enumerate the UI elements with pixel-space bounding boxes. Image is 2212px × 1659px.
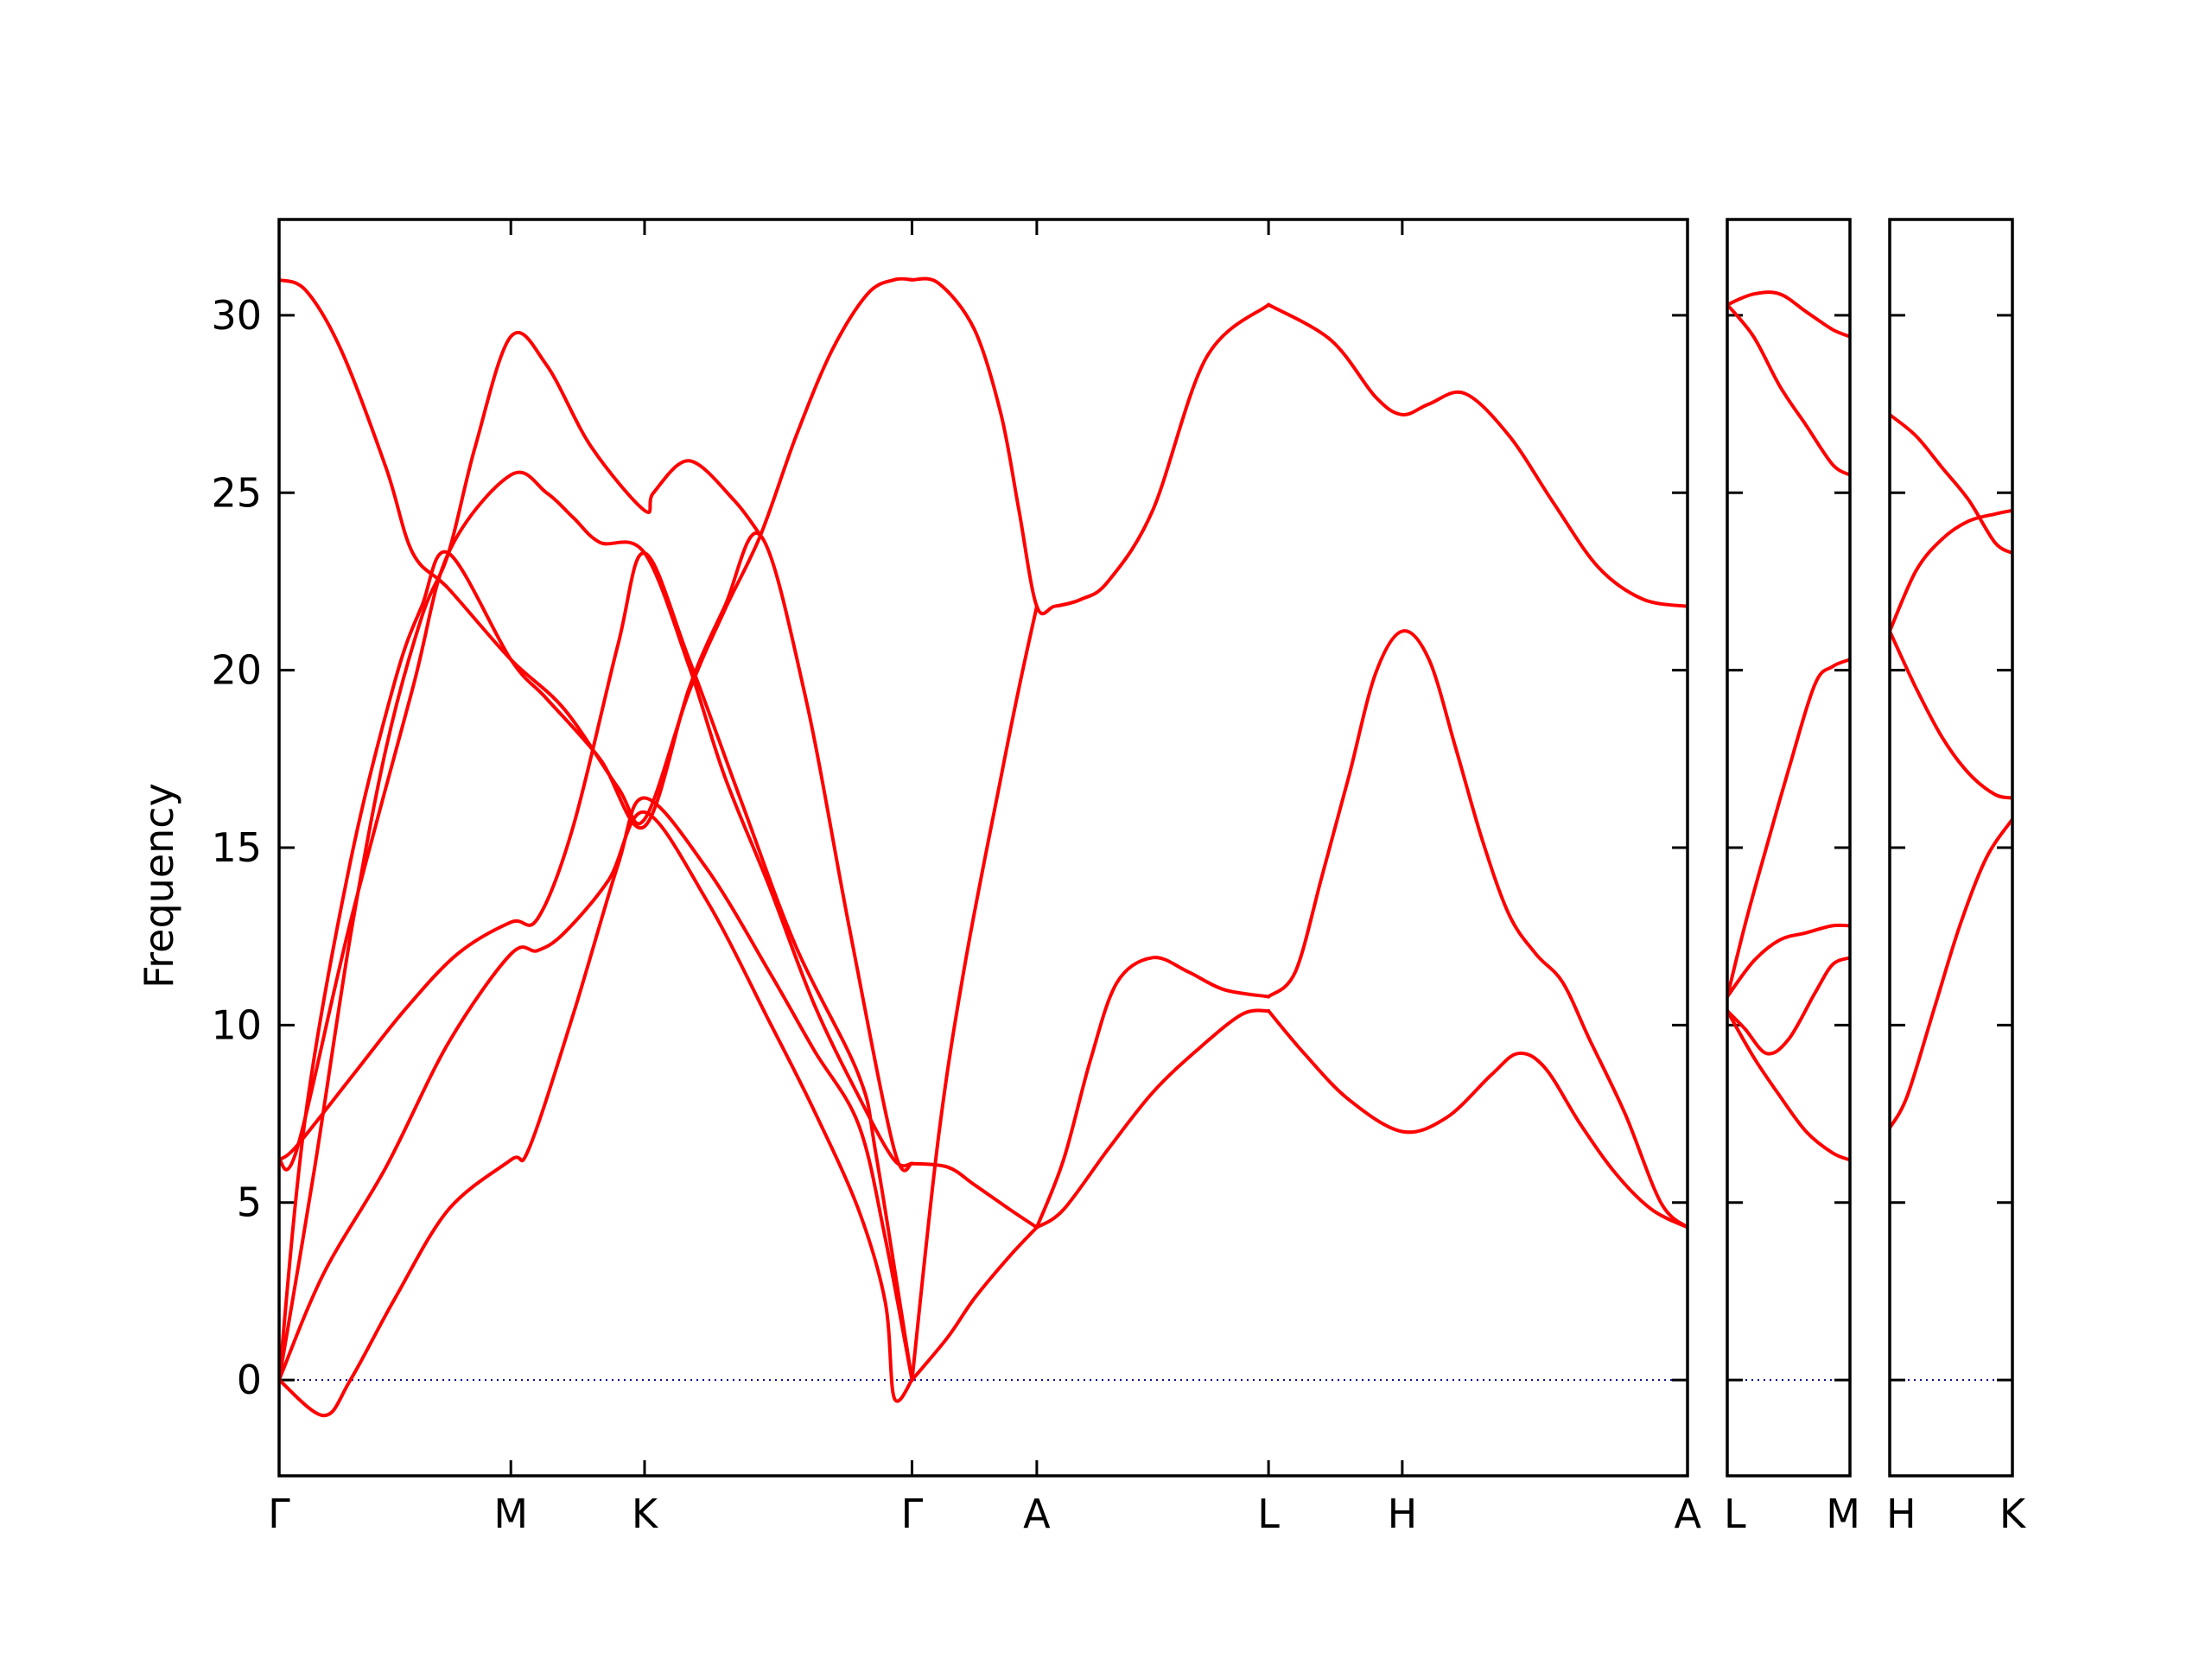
x-tick-label: M: [1826, 1491, 1860, 1537]
x-tick-label: K: [1999, 1491, 2027, 1537]
band-line: [1727, 302, 1850, 477]
band-line: [1727, 290, 1850, 339]
y-tick-label: 30: [211, 292, 262, 339]
band-line: [279, 551, 914, 1382]
x-tick-label: L: [1257, 1491, 1280, 1537]
band-line: [910, 276, 1271, 616]
y-tick-label: 0: [237, 1357, 262, 1403]
band-line: [1267, 1008, 1688, 1230]
x-tick-label: K: [632, 1491, 659, 1537]
band-line: [1727, 956, 1850, 1056]
band-line: [1267, 629, 1688, 1230]
x-tick-label: Γ: [268, 1491, 290, 1537]
x-tick-label: A: [1023, 1491, 1051, 1537]
y-axis-label: Frequency: [136, 783, 182, 988]
x-tick-label: A: [1675, 1491, 1702, 1537]
band-line: [279, 330, 763, 1382]
band-line: [910, 604, 1039, 1382]
y-tick-label: 5: [237, 1179, 262, 1226]
x-tick-label: Γ: [901, 1491, 924, 1537]
band-line: [1890, 508, 2012, 633]
x-tick-label: H: [1886, 1491, 1916, 1537]
band-line: [910, 1225, 1039, 1382]
x-tick-label: M: [493, 1491, 528, 1537]
band-line: [279, 531, 914, 1382]
band-line: [1890, 412, 2012, 556]
y-tick-label: 10: [211, 1001, 262, 1048]
band-group: [279, 276, 1688, 1418]
band-line: [1034, 1008, 1271, 1230]
band-line: [1727, 658, 1850, 999]
plot-frame: [1888, 218, 2014, 1478]
band-line: [279, 796, 914, 1418]
band-line: [1034, 956, 1271, 1230]
y-tick-label: 15: [211, 824, 262, 871]
x-tick-label: H: [1388, 1491, 1418, 1537]
band-group: [1727, 290, 1850, 1162]
band-line: [279, 810, 914, 1403]
y-tick-label: 25: [211, 469, 262, 516]
band-line: [1727, 923, 1850, 999]
panel-1: 0 5 10 15 20 25 30 Γ M K Γ A L H A: [211, 218, 1702, 1537]
plot-frame: [277, 218, 1689, 1478]
band-line: [279, 470, 914, 1172]
band-line: [1727, 1008, 1850, 1162]
plot-frame: [1726, 218, 1852, 1478]
band-line: [1267, 302, 1688, 608]
band-line: [1890, 817, 2012, 1130]
y-tick-label: 20: [211, 647, 262, 694]
band-line: [1890, 629, 2012, 800]
band-line: [279, 276, 914, 826]
band-group: [1890, 412, 2012, 1130]
x-tick-label: L: [1724, 1491, 1746, 1537]
